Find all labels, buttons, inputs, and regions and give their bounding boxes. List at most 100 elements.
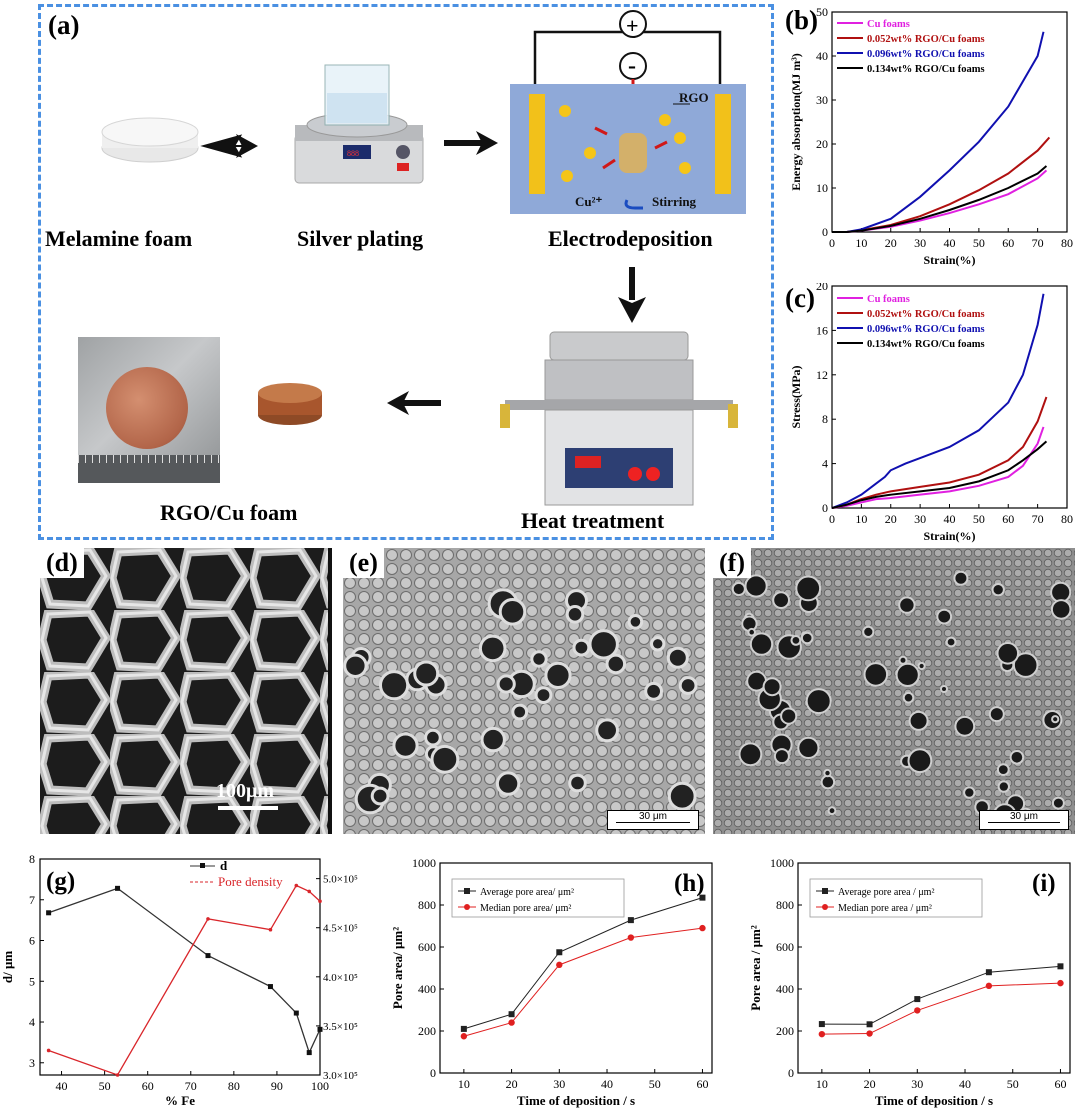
- pore: [731, 581, 746, 597]
- pore: [1051, 715, 1060, 724]
- scale-label-d: 100μm: [216, 780, 274, 802]
- x-tick-label: 0: [829, 236, 835, 250]
- data-point: [268, 927, 273, 932]
- data-point: [460, 1025, 467, 1032]
- data-point: [818, 1021, 825, 1028]
- x-tick-label: 50: [973, 512, 985, 526]
- step-rgo-cu-foam: RGO/Cu foam: [160, 500, 298, 525]
- separator-line: [328, 548, 332, 834]
- legend-entry: Cu foams: [867, 294, 910, 305]
- pore: [568, 773, 587, 793]
- y-tick-label: 600: [418, 940, 436, 954]
- legend-entry: 0.052wt% RGO/Cu foams: [867, 34, 985, 45]
- pore: [413, 660, 440, 687]
- series-line: [48, 887, 321, 1055]
- pore: [534, 686, 553, 705]
- x-tick-label: 10: [855, 512, 867, 526]
- data-point: [306, 1050, 312, 1056]
- x-tick-label: 40: [944, 236, 956, 250]
- minus-terminal-icon: -: [628, 53, 636, 79]
- data-point: [1057, 979, 1064, 987]
- legend-entry: 0.096wt% RGO/Cu foams: [867, 49, 985, 60]
- y2-tick-label: 4.5×10⁵: [323, 923, 358, 935]
- pore: [595, 718, 620, 743]
- legend-entry: 0.134wt% RGO/Cu foams: [867, 64, 985, 75]
- data-point: [293, 1010, 299, 1016]
- pore: [863, 662, 889, 687]
- x-tick-label: 50: [649, 1077, 661, 1091]
- plot-frame: [797, 862, 1071, 1074]
- legend-entry: Median pore area/ μm²: [480, 903, 571, 914]
- sem-image-d: (d) 100μm: [40, 548, 328, 834]
- series-line: [831, 293, 1045, 509]
- series-line: [831, 440, 1048, 509]
- data-point: [1057, 963, 1064, 970]
- legend-box: [451, 878, 625, 918]
- pore: [511, 703, 529, 721]
- x-tick-label: 20: [864, 1077, 876, 1091]
- fe-content-chart: 40 50 60 70 80 90 100 3 4 5 6 7 8 3.0×10⁵ 3.5×10⁵ 4.0×1…: [0, 852, 358, 1108]
- rgo-cu-foam-photo: [78, 337, 220, 483]
- pore: [898, 655, 908, 665]
- panel-b-label: (b): [785, 5, 818, 35]
- x-tick-label: 30: [914, 512, 926, 526]
- panel-d-label: (d): [40, 548, 84, 578]
- pore: [1050, 581, 1072, 603]
- y-tick-label: 10: [816, 181, 828, 195]
- legend-entry: Average pore area/ μm²: [480, 887, 574, 898]
- furnace-illustration: [500, 331, 738, 506]
- data-point: [205, 953, 211, 959]
- x-tick-label: 40: [944, 512, 956, 526]
- legend-entry: 0.096wt% RGO/Cu foams: [867, 324, 985, 335]
- panel-f-label: (f): [713, 548, 751, 578]
- hotplate-illustration: 888: [294, 64, 424, 184]
- pore: [644, 681, 664, 701]
- x-tick-label: 10: [458, 1077, 470, 1091]
- data-point: [46, 1048, 51, 1053]
- step-silver-plating: Silver plating: [297, 226, 424, 251]
- y-tick-label: 30: [816, 93, 828, 107]
- data-point: [556, 949, 563, 956]
- pore: [988, 706, 1005, 723]
- pore: [997, 780, 1010, 793]
- pore: [1050, 599, 1072, 620]
- data-point: [46, 910, 52, 916]
- data-point: [294, 883, 299, 888]
- scale-label-e: 30 μm: [639, 811, 667, 822]
- y-tick-label: 12: [816, 368, 828, 382]
- x-tick-label: 100: [311, 1079, 329, 1093]
- step-electrodeposition: Electrodeposition: [548, 226, 713, 251]
- y2-tick-label: 5.0×10⁵: [323, 874, 358, 886]
- pore: [795, 575, 822, 602]
- pore: [772, 591, 790, 609]
- x-axis-label: Strain(%): [924, 253, 976, 267]
- series-line: [832, 31, 1045, 233]
- arrow-down-icon: [618, 267, 646, 323]
- legend-entry: Pore density: [218, 874, 283, 889]
- pore: [678, 676, 698, 695]
- y-axis-label: Pore area/ μm²: [390, 927, 405, 1009]
- pore: [650, 636, 666, 652]
- panel-a-label: (a): [48, 10, 80, 40]
- sem-porous-texture: [343, 548, 705, 834]
- series-line: [48, 884, 321, 1076]
- y-tick-label: 800: [418, 898, 436, 912]
- pore: [379, 670, 410, 701]
- plus-terminal-icon: +: [626, 13, 639, 38]
- electrodeposition-cell: RGO Cu²⁺ Stirring: [510, 10, 746, 214]
- y-tick-label: 200: [418, 1024, 436, 1038]
- legend-entry: Average pore area / μm²: [838, 887, 934, 898]
- x-tick-label: 20: [885, 512, 897, 526]
- svg-text:Cu²⁺: Cu²⁺: [575, 194, 603, 209]
- data-point: [914, 996, 921, 1003]
- data-point: [115, 1073, 120, 1077]
- data-point: [866, 1030, 873, 1037]
- sem-image-e: (e) 30 μm: [343, 548, 705, 834]
- legend-marker: [200, 863, 205, 868]
- y-tick-label: 0: [822, 501, 828, 515]
- series-line: [831, 426, 1045, 509]
- x-tick-label: 50: [99, 1079, 111, 1093]
- svg-text:Stirring: Stirring: [652, 194, 697, 209]
- series-line: [821, 982, 1061, 1035]
- y-axis-label: d/ μm: [0, 951, 15, 983]
